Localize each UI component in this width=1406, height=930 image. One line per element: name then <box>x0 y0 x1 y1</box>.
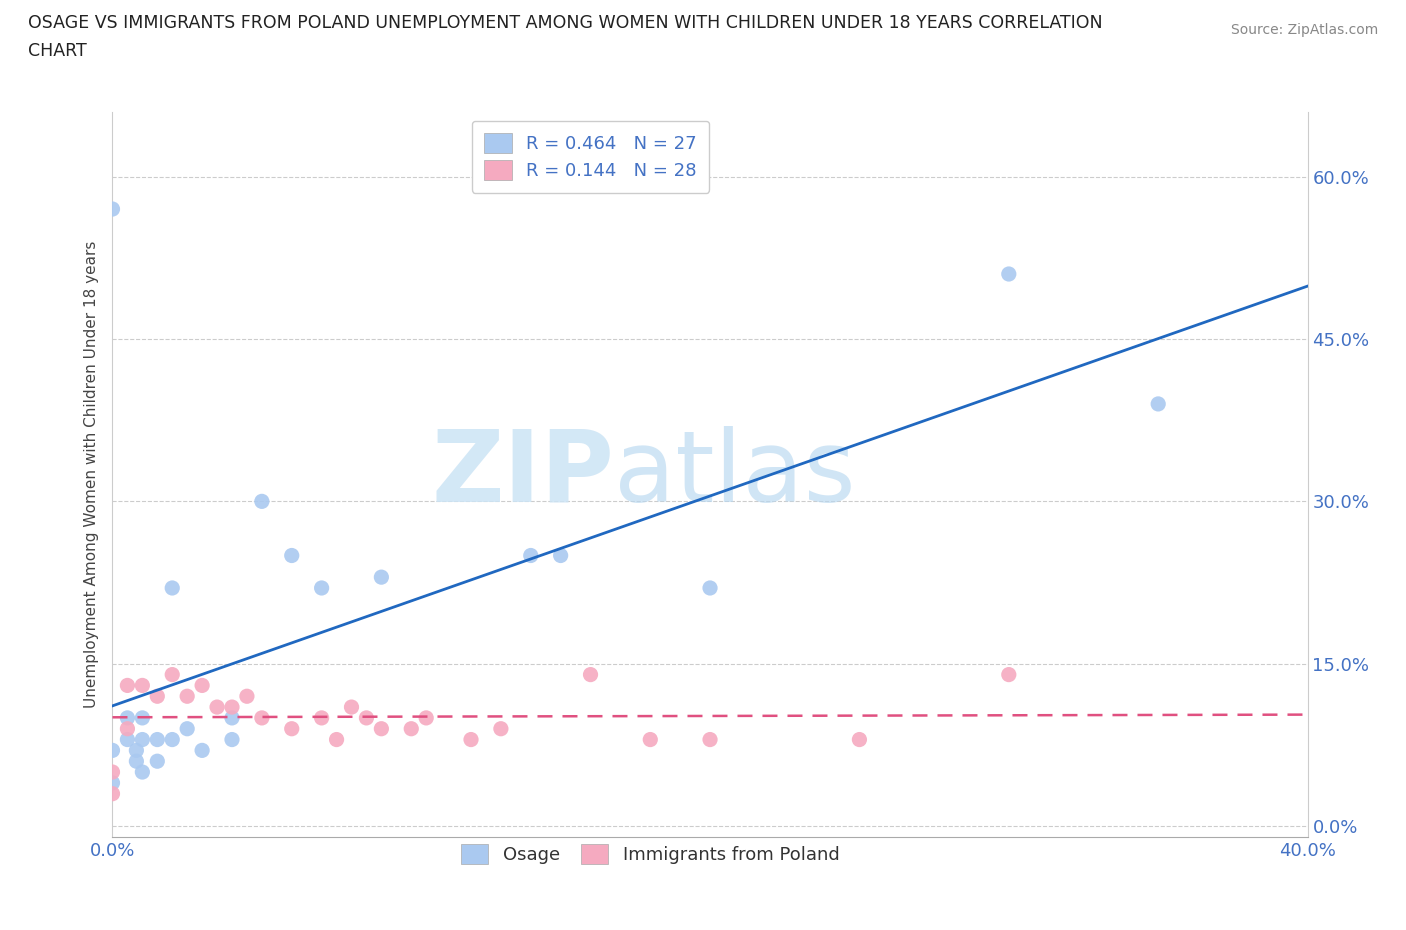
Point <box>311 711 333 725</box>
Point <box>131 732 153 747</box>
Point <box>117 678 139 693</box>
Point <box>117 722 139 737</box>
Point <box>640 732 662 747</box>
Text: CHART: CHART <box>28 42 87 60</box>
Point <box>370 570 392 585</box>
Point <box>699 732 721 747</box>
Point <box>325 732 347 747</box>
Point <box>221 732 243 747</box>
Point <box>281 722 304 737</box>
Text: OSAGE VS IMMIGRANTS FROM POLAND UNEMPLOYMENT AMONG WOMEN WITH CHILDREN UNDER 18 : OSAGE VS IMMIGRANTS FROM POLAND UNEMPLOY… <box>28 14 1102 32</box>
Text: atlas: atlas <box>614 426 856 523</box>
Y-axis label: Unemployment Among Women with Children Under 18 years: Unemployment Among Women with Children U… <box>83 241 98 708</box>
Point <box>125 743 148 758</box>
Text: Source: ZipAtlas.com: Source: ZipAtlas.com <box>1230 23 1378 37</box>
Point <box>311 580 333 595</box>
Point <box>191 678 214 693</box>
Point <box>370 722 392 737</box>
Point <box>205 699 228 714</box>
Point <box>579 667 602 682</box>
Point <box>281 548 304 563</box>
Point <box>131 764 153 779</box>
Point <box>101 776 124 790</box>
Point <box>848 732 870 747</box>
Point <box>460 732 482 747</box>
Point <box>131 711 153 725</box>
Point <box>146 689 169 704</box>
Point <box>356 711 378 725</box>
Point <box>162 732 183 747</box>
Point <box>250 711 273 725</box>
Point <box>101 202 124 217</box>
Point <box>191 743 214 758</box>
Point <box>550 548 572 563</box>
Point <box>101 743 124 758</box>
Point <box>415 711 437 725</box>
Point <box>221 699 243 714</box>
Point <box>699 580 721 595</box>
Point <box>176 689 198 704</box>
Legend: Osage, Immigrants from Poland: Osage, Immigrants from Poland <box>454 837 846 871</box>
Point <box>146 754 169 769</box>
Point <box>146 732 169 747</box>
Point <box>489 722 512 737</box>
Point <box>401 722 423 737</box>
Point <box>221 711 243 725</box>
Text: ZIP: ZIP <box>432 426 614 523</box>
Point <box>998 667 1021 682</box>
Point <box>1147 396 1170 411</box>
Point <box>340 699 363 714</box>
Point <box>131 678 153 693</box>
Point <box>162 667 183 682</box>
Point <box>250 494 273 509</box>
Point <box>101 786 124 801</box>
Point <box>998 267 1021 282</box>
Point <box>162 580 183 595</box>
Point <box>520 548 543 563</box>
Point <box>117 711 139 725</box>
Point <box>236 689 259 704</box>
Point <box>117 732 139 747</box>
Point <box>125 754 148 769</box>
Point <box>176 722 198 737</box>
Point <box>101 764 124 779</box>
